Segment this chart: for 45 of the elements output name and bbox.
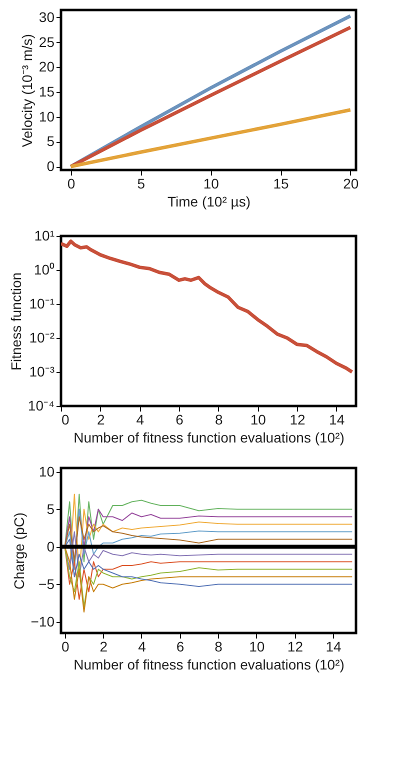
- x-tick-label: 2: [96, 412, 105, 428]
- x-tick-label: 20: [343, 176, 359, 192]
- x-tick-label: 8: [214, 638, 223, 654]
- y-tick-label: 10: [38, 463, 55, 480]
- x-tick-label: 2: [100, 638, 108, 654]
- y-axis-title: Fitness function: [8, 272, 24, 371]
- x-tick-label: 12: [290, 412, 306, 428]
- x-tick-label: 10: [249, 638, 265, 654]
- x-axis-title: Number of fitness function evaluations (10²): [74, 430, 344, 446]
- y-tick-label: 10¹: [34, 228, 55, 244]
- y-tick-label: 5: [46, 133, 55, 150]
- x-tick-label: 6: [176, 412, 184, 428]
- y-tick-label: 30: [38, 8, 55, 25]
- x-tick-label: 14: [329, 412, 345, 428]
- y-tick-label: 0: [46, 158, 55, 174]
- x-tick-label: 10: [203, 176, 220, 192]
- y-axis-title: Velocity (10⁻³ m/s): [18, 34, 35, 148]
- x-tick-label: 4: [138, 638, 146, 654]
- y-tick-label: 15: [38, 83, 55, 100]
- y-tick-label: 10⁻⁴: [28, 398, 54, 414]
- x-tick-label: 4: [136, 412, 144, 428]
- x-tick-label: 5: [137, 176, 146, 192]
- y-tick-label: −5: [38, 576, 55, 592]
- y-tick-label: 10⁻²: [29, 330, 55, 346]
- y-tick-label: 0: [46, 538, 55, 554]
- x-tick-label: 0: [61, 638, 70, 654]
- y-tick-label: 20: [38, 58, 55, 75]
- y-tick-label: 5: [46, 500, 55, 517]
- y-tick-label: 25: [38, 34, 55, 50]
- y-tick-label: 10⁻³: [29, 364, 55, 380]
- y-tick-label: 10⁻¹: [29, 296, 55, 312]
- y-tick-label: −10: [30, 613, 55, 630]
- x-tick-label: 0: [67, 176, 76, 192]
- x-tick-label: 8: [214, 412, 223, 428]
- x-axis-title: Number of fitness function evaluations (10²): [74, 656, 344, 672]
- x-tick-label: 10: [250, 412, 266, 428]
- x-tick-label: 6: [176, 638, 184, 654]
- x-tick-label: 15: [273, 176, 289, 192]
- y-axis-title: Charge (pC): [10, 512, 27, 590]
- x-tick-label: 12: [287, 638, 304, 654]
- x-tick-label: 14: [326, 638, 342, 654]
- y-tick-label: 10: [38, 108, 55, 124]
- x-tick-label: 0: [62, 412, 70, 428]
- x-axis-title: Time (10² µs): [168, 194, 250, 210]
- y-tick-label: 10⁰: [34, 262, 54, 278]
